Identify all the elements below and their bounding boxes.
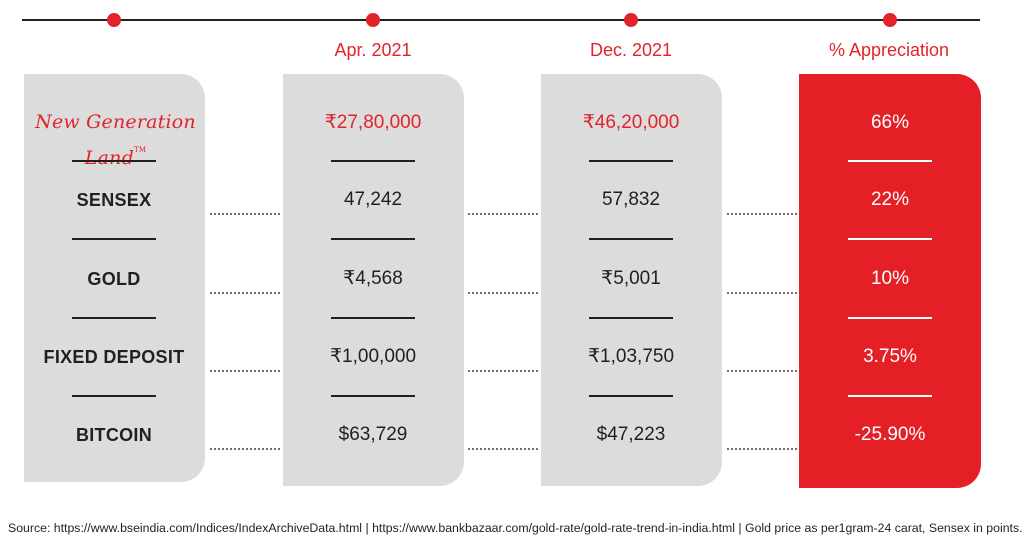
cell-bitcoin-apr: $63,729 (338, 424, 408, 445)
row-separator (331, 238, 415, 240)
label-column-panel (24, 74, 205, 482)
row-label-bitcoin: BITCOIN (75, 425, 153, 445)
dotted-leader (468, 370, 538, 372)
row-separator (848, 395, 932, 397)
row-separator (589, 160, 673, 162)
dotted-leader (210, 370, 280, 372)
column-header-appreciation: % Appreciation (828, 40, 950, 60)
cell-land-apr: ₹27,80,000 (324, 112, 422, 133)
column-header-apr-2021: Apr. 2021 (334, 40, 412, 60)
trademark-mark: TM (133, 146, 147, 154)
dotted-leader (727, 448, 797, 450)
column-header-dec-2021: Dec. 2021 (589, 40, 673, 60)
row-separator (331, 317, 415, 319)
cell-sensex-appreciation: 22% (870, 189, 910, 210)
cell-sensex-dec: 57,832 (601, 189, 661, 210)
row-separator (72, 238, 156, 240)
timeline-dot (624, 13, 638, 27)
timeline-dot (883, 13, 897, 27)
cell-bitcoin-dec: $47,223 (596, 424, 666, 445)
dotted-leader (468, 292, 538, 294)
cell-land-appreciation: 66% (870, 112, 910, 133)
timeline-line (22, 19, 980, 21)
cell-gold-dec: ₹5,001 (601, 268, 661, 289)
cell-bitcoin-appreciation: -25.90% (854, 424, 926, 445)
row-label-sensex: SENSEX (76, 190, 152, 210)
apr-2021-column-panel (283, 74, 464, 486)
dotted-leader (210, 292, 280, 294)
row-separator (72, 317, 156, 319)
row-separator (331, 395, 415, 397)
row-separator (848, 238, 932, 240)
row-separator (72, 160, 156, 162)
cell-gold-appreciation: 10% (870, 268, 910, 289)
new-generation-land-label: New Generation LandTM (28, 108, 203, 172)
row-separator (72, 395, 156, 397)
dotted-leader (468, 213, 538, 215)
row-separator (589, 395, 673, 397)
timeline-dot (107, 13, 121, 27)
row-separator (848, 317, 932, 319)
cell-land-dec: ₹46,20,000 (582, 112, 680, 133)
dotted-leader (210, 213, 280, 215)
dotted-leader (468, 448, 538, 450)
cell-fixed-deposit-appreciation: 3.75% (863, 346, 917, 367)
source-footnote: Source: https://www.bseindia.com/Indices… (8, 521, 1023, 535)
row-separator (331, 160, 415, 162)
dotted-leader (727, 292, 797, 294)
row-separator (589, 317, 673, 319)
cell-sensex-apr: 47,242 (343, 189, 403, 210)
row-separator (848, 160, 932, 162)
row-separator (589, 238, 673, 240)
cell-fixed-deposit-apr: ₹1,00,000 (329, 346, 417, 367)
cell-fixed-deposit-dec: ₹1,03,750 (587, 346, 675, 367)
dec-2021-column-panel (541, 74, 722, 486)
row-label-gold: GOLD (87, 269, 141, 289)
dotted-leader (210, 448, 280, 450)
row-label-fixed-deposit: FIXED DEPOSIT (43, 347, 185, 367)
brand-text: New Generation Land (35, 111, 196, 169)
dotted-leader (727, 213, 797, 215)
appreciation-column-panel (799, 74, 981, 488)
dotted-leader (727, 370, 797, 372)
timeline-dot (366, 13, 380, 27)
cell-gold-apr: ₹4,568 (343, 268, 403, 289)
